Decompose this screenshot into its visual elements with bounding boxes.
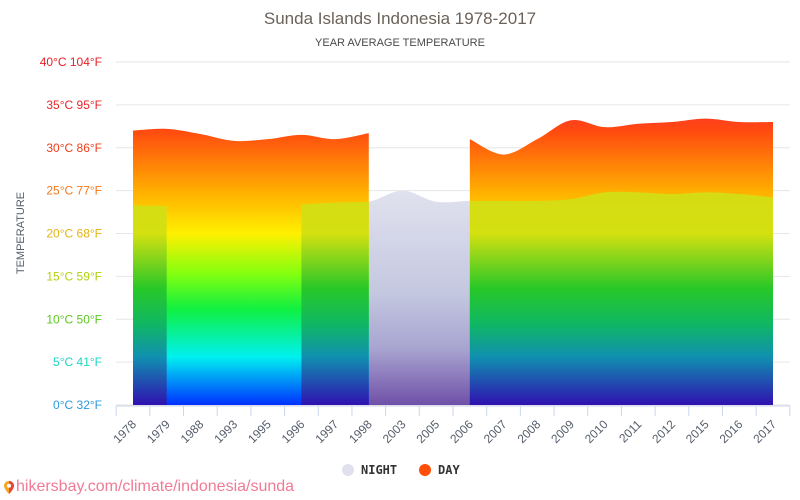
night-swatch-icon <box>342 464 354 476</box>
x-tick-label: 2007 <box>481 417 510 446</box>
y-tick-label: 40°C 104°F <box>40 55 102 69</box>
y-tick-label: 5°C 41°F <box>53 355 102 369</box>
night-area-overlap <box>301 201 369 405</box>
x-tick-label: 2010 <box>582 417 611 446</box>
night-area-overlap <box>133 205 167 405</box>
map-pin-icon <box>4 480 14 494</box>
y-tick-label: 15°C 59°F <box>46 269 102 283</box>
x-tick-label: 2015 <box>683 417 712 446</box>
x-tick-label: 1993 <box>211 417 240 446</box>
x-tick-label: 1998 <box>346 417 375 446</box>
legend: NIGHT DAY <box>342 463 460 477</box>
x-tick-label: 2016 <box>717 417 746 446</box>
y-tick-label: 20°C 68°F <box>46 227 102 241</box>
day-swatch-icon <box>419 464 431 476</box>
legend-day-label: DAY <box>438 463 460 477</box>
x-tick-label: 2008 <box>515 417 544 446</box>
x-tick-label: 2006 <box>447 417 476 446</box>
y-tick-label: 0°C 32°F <box>53 398 102 412</box>
x-tick-label: 2005 <box>413 417 442 446</box>
x-tick-label: 2011 <box>616 417 644 445</box>
x-tick-label: 2012 <box>649 417 678 446</box>
legend-item-night[interactable]: NIGHT <box>342 463 397 477</box>
y-tick-label: 35°C 95°F <box>46 98 102 112</box>
x-tick-label: 1995 <box>245 417 274 446</box>
x-tick-label: 1978 <box>110 417 139 446</box>
y-axis-title: TEMPERATURE <box>15 192 27 274</box>
x-tick-label: 2003 <box>380 417 409 446</box>
source-link[interactable]: hikersbay.com/climate/indonesia/sunda <box>4 478 294 496</box>
y-tick-label: 25°C 77°F <box>46 184 102 198</box>
x-tick-label: 1979 <box>144 417 173 446</box>
night-area-overlap <box>469 191 773 405</box>
x-tick-label: 2009 <box>548 417 577 446</box>
legend-item-day[interactable]: DAY <box>419 463 460 477</box>
chart-subtitle: YEAR AVERAGE TEMPERATURE <box>315 37 485 49</box>
y-tick-label: 30°C 86°F <box>46 141 102 155</box>
y-axis-labels: 40°C 104°F 35°C 95°F 30°C 86°F 25°C 77°F 20°… <box>40 55 102 412</box>
plot-areas <box>133 118 773 405</box>
source-text: hikersbay.com/climate/indonesia/sunda <box>16 478 295 495</box>
legend-night-label: NIGHT <box>361 463 397 477</box>
chart-title: Sunda Islands Indonesia 1978-2017 <box>264 9 536 28</box>
x-tick-label: 1988 <box>178 417 207 446</box>
x-tick-label: 2017 <box>750 417 779 446</box>
x-tick-label: 1996 <box>279 417 308 446</box>
x-tick-label: 1997 <box>312 417 341 446</box>
x-axis: 1978 1979 1988 1993 1995 1996 1997 1998 2003 2005… <box>110 405 791 446</box>
y-tick-label: 10°C 50°F <box>46 312 102 326</box>
